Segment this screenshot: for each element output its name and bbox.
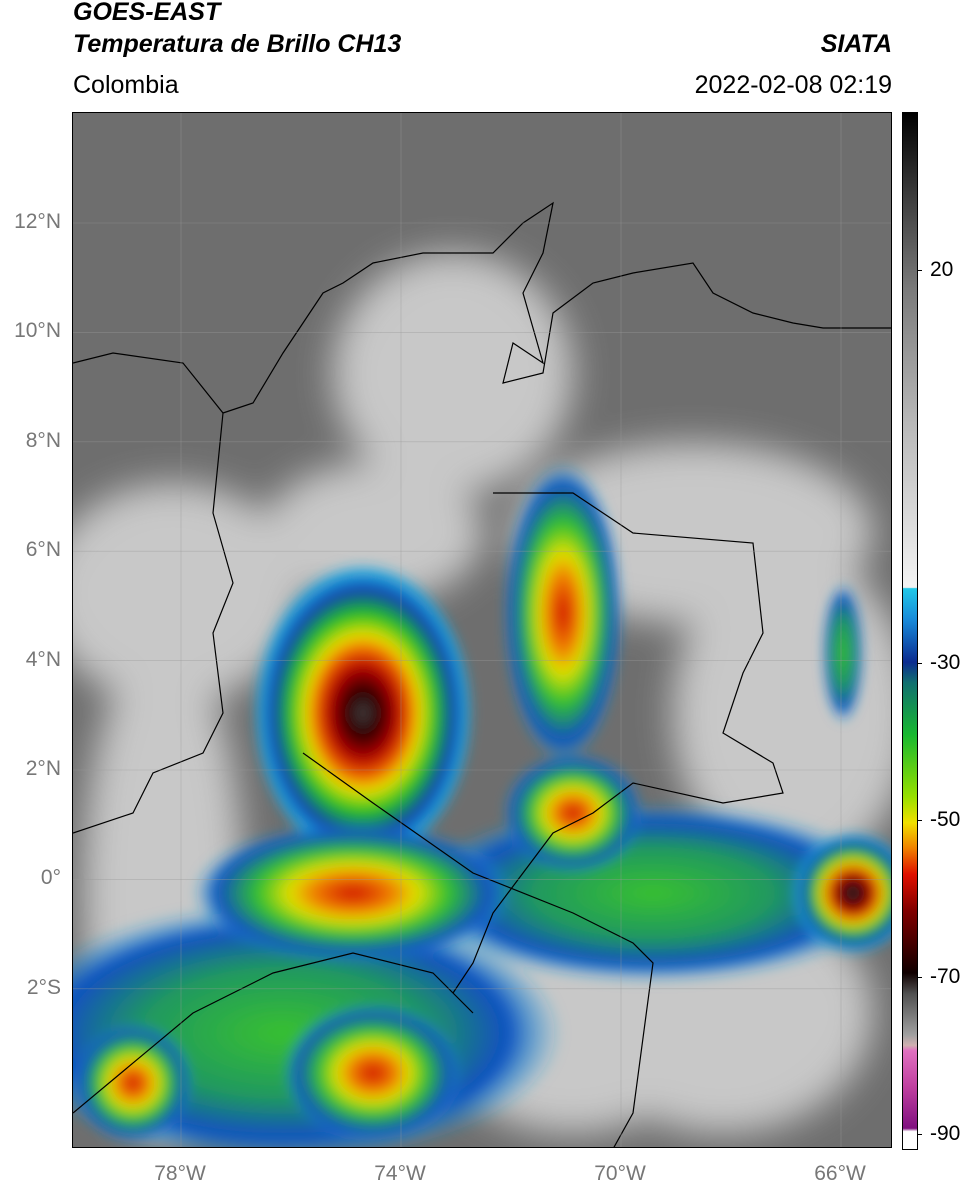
lat-label: 4°N <box>25 647 61 671</box>
borders <box>73 201 891 1147</box>
lon-label: 78°W <box>154 1162 206 1185</box>
lat-label: 12°N <box>14 210 61 233</box>
colorbar-tick-label: 20 <box>930 258 954 281</box>
lat-label: 2°N <box>25 757 61 780</box>
lat-label: 6°N <box>25 538 61 562</box>
title: GOES-EAST <box>73 0 221 26</box>
subtitle: Temperatura de Brillo CH13 <box>73 30 402 58</box>
colorbar-tick <box>917 1134 922 1135</box>
colorbar-tick-label: -90 <box>930 1122 961 1145</box>
lon-label: 70°W <box>594 1162 646 1185</box>
colorbar-tick <box>917 820 922 821</box>
region: Colombia <box>73 71 179 99</box>
colorbar <box>902 112 918 1150</box>
colorbar-tick <box>917 977 922 978</box>
colorbar-tick-label: -70 <box>930 965 961 988</box>
colorbar-tick-label: -50 <box>930 808 961 831</box>
lat-label: 2°S <box>26 975 61 999</box>
datetime: 2022-02-08 02:19 <box>694 71 892 99</box>
satellite-map <box>72 112 892 1148</box>
colorbar-tick <box>917 663 922 664</box>
lat-label: 8°N <box>25 428 61 452</box>
source: SIATA <box>820 30 892 58</box>
colorbar-tick-label: -30 <box>930 651 961 674</box>
colorbar-tick <box>917 270 922 271</box>
lon-label: 74°W <box>374 1162 426 1185</box>
lon-label: 66°W <box>814 1162 866 1185</box>
lat-label: 10°N <box>14 319 61 343</box>
lat-label: 0° <box>40 866 61 890</box>
